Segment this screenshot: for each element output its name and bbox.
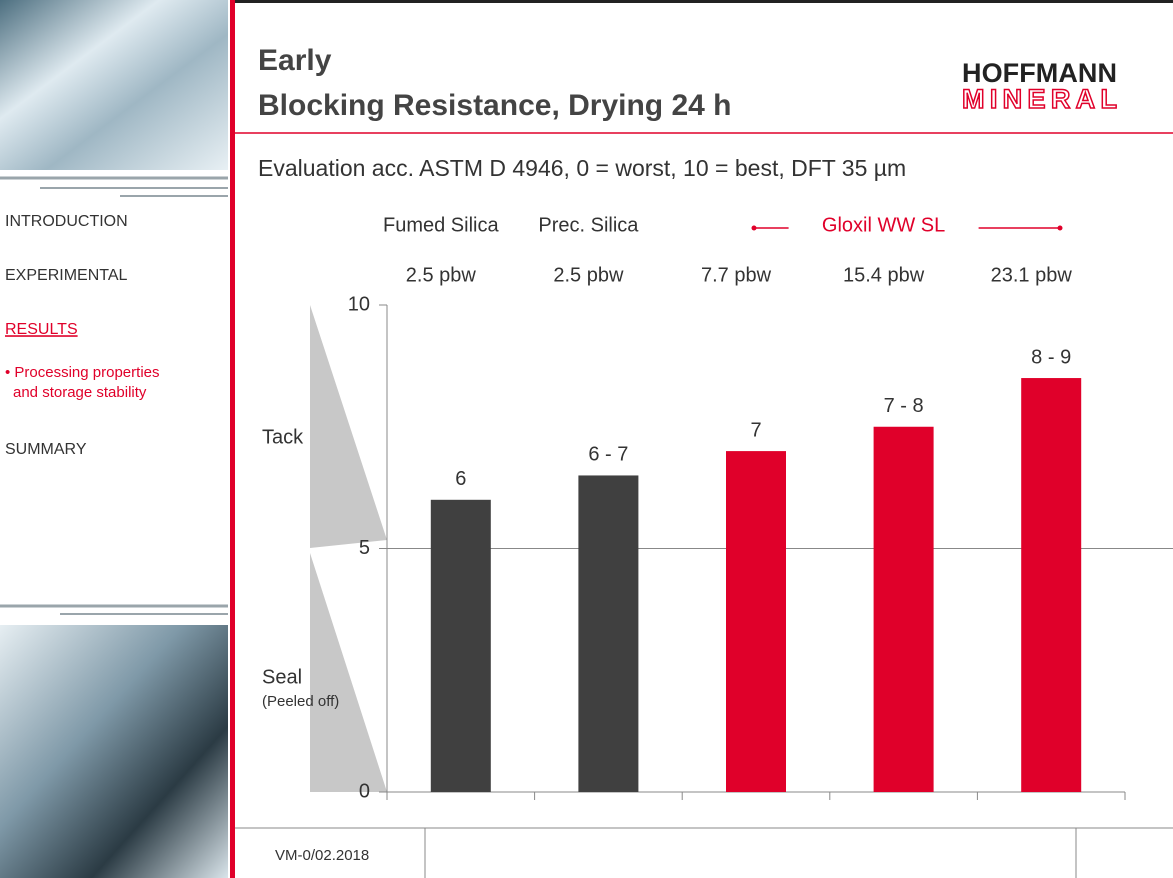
sidebar-image <box>0 0 228 170</box>
value-label: 8 - 9 <box>1031 346 1071 368</box>
bar <box>578 475 638 792</box>
y-tick-label: 5 <box>359 537 370 559</box>
x-tick-label: 7.7 pbw <box>701 264 772 286</box>
group-bracket-end <box>752 226 757 231</box>
y-tick-label: 0 <box>359 780 370 802</box>
footer-code: VM-0/02.2018 <box>275 847 369 864</box>
title: Blocking Resistance, Drying 24 h <box>258 89 731 122</box>
y-tick-label: 10 <box>348 293 370 315</box>
sidebar-image <box>0 625 228 878</box>
bar <box>1021 378 1081 792</box>
x-tick-label: 15.4 pbw <box>843 264 925 286</box>
nav-item: INTRODUCTION <box>5 213 128 230</box>
bar <box>874 427 934 792</box>
tack-wedge <box>310 305 387 548</box>
annotation: Seal <box>262 666 302 688</box>
page: Early Blocking Resistance, Drying 24 h H… <box>0 0 1173 878</box>
nav-item: EXPERIMENTAL <box>5 267 128 284</box>
group-bracket-end <box>1058 226 1063 231</box>
bar <box>431 500 491 792</box>
nav-item[interactable]: RESULTS <box>5 321 78 338</box>
value-label: 6 - 7 <box>588 444 628 466</box>
seal-wedge <box>310 553 387 792</box>
bar <box>726 451 786 792</box>
group-label: Gloxil WW SL <box>822 214 945 236</box>
value-label: 7 <box>750 419 761 441</box>
slide: Early Blocking Resistance, Drying 24 h H… <box>0 0 1173 878</box>
nav-item: and storage stability <box>13 384 147 401</box>
annotation: Tack <box>262 426 304 448</box>
value-label: 6 <box>455 468 466 490</box>
nav-item: • Processing properties <box>5 364 160 381</box>
x-tick-label: 2.5 pbw <box>553 264 624 286</box>
nav-item: SUMMARY <box>5 441 87 458</box>
title: Early <box>258 44 332 77</box>
group-label: Prec. Silica <box>538 214 639 236</box>
value-label: 7 - 8 <box>884 395 924 417</box>
x-tick-label: 23.1 pbw <box>991 264 1073 286</box>
subtitle: Evaluation acc. ASTM D 4946, 0 = worst, … <box>258 155 906 181</box>
logo: MINERAL <box>962 84 1117 114</box>
red-divider <box>230 0 235 878</box>
top-border <box>235 0 1173 3</box>
annotation: (Peeled off) <box>262 693 339 710</box>
group-label: Fumed Silica <box>383 214 499 236</box>
x-tick-label: 2.5 pbw <box>406 264 477 286</box>
